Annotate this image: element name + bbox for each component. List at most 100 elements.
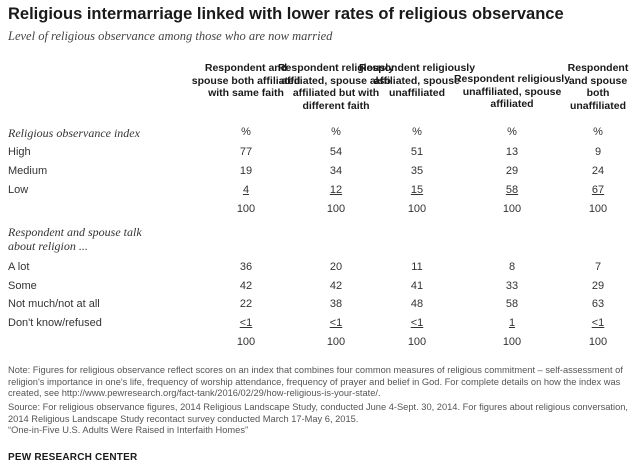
cell-text: 4 [242,184,250,196]
cell-text: 22 [239,298,253,310]
cell-text: 77 [239,146,253,158]
row-label: Medium [8,165,48,177]
row-label: A lot [8,261,30,273]
cell-text: 100 [407,203,427,215]
cell-value: % [306,126,366,138]
cell-text: % [331,126,341,138]
cell-value: 22 [216,298,276,310]
cell-value: 9 [568,146,628,158]
cell-text: 19 [239,165,253,177]
cell-value: 42 [216,280,276,292]
column-header-4: Respondent religiously unaffiliated, spo… [453,73,571,110]
column-header-2: Respondent religiously affiliated, spous… [277,62,395,112]
cell-value: 1 [482,317,542,329]
cell-value: % [387,126,447,138]
cell-text: 13 [505,146,519,158]
cell-value: 12 [306,184,366,196]
cell-value: 8 [482,261,542,273]
note-text: Note: Figures for religious observance r… [8,365,623,398]
cell-value: 29 [482,165,542,177]
cell-text: % [241,126,251,138]
cell-text: 58 [505,184,519,196]
cell-text: 63 [591,298,605,310]
cell-text: 100 [502,203,522,215]
source-text: Source: For religious observance figures… [8,402,628,424]
page-subtitle: Level of religious observance among thos… [8,29,333,43]
cell-text: 100 [502,336,522,348]
cell-text: 9 [594,146,602,158]
section-label-observance: Religious observance index [8,126,140,140]
cell-text: 36 [239,261,253,273]
row-label: Some [8,280,37,292]
cell-value: 34 [306,165,366,177]
cell-value: 77 [216,146,276,158]
cell-text: 1 [508,317,516,329]
cell-text: 100 [236,203,256,215]
row-label: Low [8,184,29,196]
cell-text: 48 [410,298,424,310]
cell-value: 15 [387,184,447,196]
cell-value: 35 [387,165,447,177]
cell-text: 34 [329,165,343,177]
column-header-5: Respondent and spouse both unaffiliated [567,62,629,112]
cell-text: 11 [411,261,423,273]
cell-text: 41 [410,280,424,292]
cell-text: % [412,126,422,138]
page-title: Religious intermarriage linked with lowe… [8,5,564,23]
cell-value: 63 [568,298,628,310]
cell-text: <1 [410,317,424,329]
cell-value: % [568,126,628,138]
cell-value: 20 [306,261,366,273]
row-label: High [8,146,31,158]
cell-text: 100 [236,336,256,348]
cell-value: <1 [306,317,366,329]
cell-value: 24 [568,165,628,177]
cell-value: 42 [306,280,366,292]
cell-value: <1 [387,317,447,329]
column-header-1: Respondent and spouse both affiliated wi… [191,62,301,99]
footer-brand: PEW RESEARCH CENTER [8,452,138,463]
cell-text: 58 [505,298,519,310]
cell-text: <1 [591,317,605,329]
cell-value: 100 [216,336,276,348]
cell-value: 29 [568,280,628,292]
cell-value: 13 [482,146,542,158]
cell-text: 29 [591,280,605,292]
cell-value: % [482,126,542,138]
cell-text: 67 [591,184,605,196]
cell-text: <1 [239,317,253,329]
cell-text: 7 [594,261,602,273]
cell-text: 29 [505,165,519,177]
cell-text: 12 [329,184,343,196]
cell-text: 15 [410,184,424,196]
cell-value: 100 [482,336,542,348]
cell-value: 41 [387,280,447,292]
cell-value: 100 [568,203,628,215]
cell-value: 58 [482,184,542,196]
section-label-talk: Respondent and spouse talk about religio… [8,225,142,253]
cell-value: % [216,126,276,138]
cell-text: 35 [410,165,424,177]
row-label: Don't know/refused [8,317,102,329]
report-title: “One-in-Five U.S. Adults Were Raised in … [8,425,249,435]
cell-value: 7 [568,261,628,273]
cell-value: 11 [387,261,447,273]
cell-value: 100 [306,336,366,348]
cell-text: % [593,126,603,138]
cell-text: <1 [329,317,343,329]
cell-value: 67 [568,184,628,196]
cell-value: 100 [482,203,542,215]
cell-value: 33 [482,280,542,292]
cell-text: % [507,126,517,138]
cell-text: 33 [505,280,519,292]
cell-text: 20 [329,261,343,273]
cell-value: 100 [568,336,628,348]
cell-value: <1 [216,317,276,329]
cell-value: 58 [482,298,542,310]
cell-value: 51 [387,146,447,158]
cell-text: 42 [329,280,343,292]
cell-value: 100 [216,203,276,215]
cell-text: 100 [326,336,346,348]
cell-text: 100 [588,203,608,215]
cell-text: 24 [591,165,605,177]
